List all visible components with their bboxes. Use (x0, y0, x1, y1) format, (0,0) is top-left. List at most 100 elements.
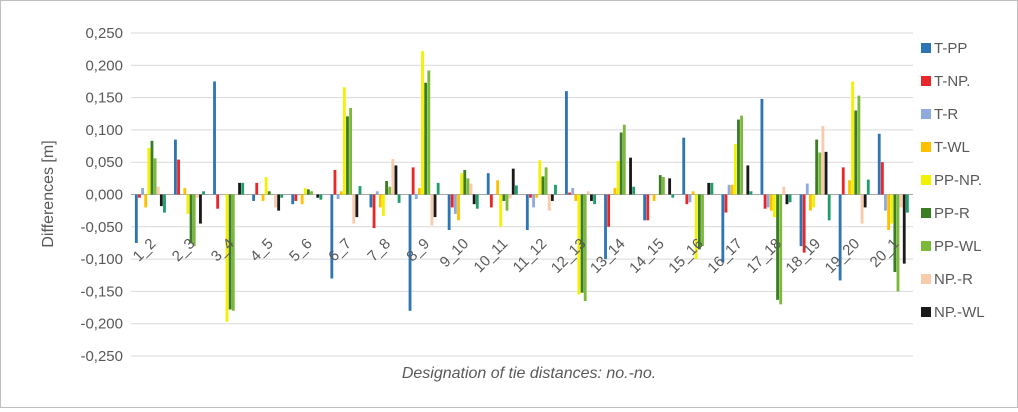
bar (547, 194, 551, 211)
bar (505, 194, 509, 211)
bar (141, 188, 144, 195)
legend-swatch (921, 43, 931, 53)
bar (294, 194, 298, 201)
legend-swatch (921, 76, 931, 86)
x-tick-label: 9_10 (437, 235, 473, 271)
bar (571, 188, 575, 195)
bar (300, 194, 304, 205)
bar (776, 194, 779, 300)
y-axis-label: Differences [m] (40, 140, 57, 247)
bar (378, 194, 382, 208)
bar (851, 81, 855, 195)
bar (779, 194, 783, 305)
bar (447, 194, 451, 231)
x-tick-label: 14_15 (626, 235, 668, 277)
bar (769, 194, 773, 211)
bar (671, 194, 675, 198)
bar (486, 173, 490, 195)
bar (192, 194, 196, 247)
bar (766, 194, 770, 208)
bar (316, 194, 320, 198)
x-tick-label: 11_12 (510, 235, 551, 276)
y-tick-label: -0,100 (80, 251, 123, 268)
y-tick-labels: 0,250 0,200 0,150 0,100 0,050 0,000 -0,050 -0,1… (80, 25, 123, 365)
bar (857, 95, 861, 195)
bar (231, 194, 235, 311)
bar (691, 191, 695, 195)
bar (319, 194, 323, 200)
bar (457, 194, 460, 221)
bar (186, 194, 190, 214)
bar (652, 194, 656, 201)
bar (586, 191, 590, 195)
legend-swatch (921, 241, 931, 251)
bar (694, 194, 698, 260)
bar (844, 194, 848, 195)
bar (607, 194, 611, 227)
bar (489, 194, 493, 208)
bar (147, 147, 151, 195)
bar (574, 194, 578, 201)
y-tick-label: 0,100 (85, 122, 123, 139)
bar (812, 194, 815, 208)
bar (893, 194, 897, 273)
bar (727, 184, 731, 195)
bar (788, 194, 792, 203)
bar (153, 158, 157, 195)
bar (156, 186, 160, 195)
bar (622, 124, 626, 195)
bar (854, 110, 858, 195)
bar (760, 98, 764, 195)
bar (270, 194, 274, 195)
bar (815, 139, 819, 195)
bar (417, 188, 421, 195)
bar (525, 194, 529, 231)
bar (724, 194, 728, 213)
bar (427, 70, 431, 195)
bar (303, 188, 307, 195)
bar (134, 194, 138, 243)
bar (258, 194, 262, 195)
legend-label: NP.-WL (934, 304, 985, 321)
bar (685, 194, 689, 205)
bar (261, 194, 265, 201)
bar (632, 186, 636, 195)
bar (538, 160, 542, 195)
bar (646, 194, 650, 221)
bar (863, 194, 867, 208)
legend-swatch (921, 142, 931, 152)
bar (472, 194, 476, 205)
bar (568, 192, 571, 195)
bar (241, 182, 245, 195)
bar (274, 194, 277, 208)
bar (710, 182, 714, 195)
bar (583, 194, 587, 302)
x-tick-label: 16_17 (704, 235, 746, 277)
bar (688, 194, 692, 203)
bar (782, 186, 786, 195)
legend-swatch (921, 208, 931, 218)
bar (297, 194, 301, 195)
x-axis-label: Designation of tie distances: no.-no. (402, 365, 656, 382)
legend-swatch (921, 109, 931, 119)
x-tick-label: 1_2 (130, 235, 160, 265)
bar (291, 194, 295, 205)
x-tick-label: 6_7 (325, 235, 355, 265)
bar (177, 159, 180, 195)
bar (469, 183, 473, 195)
bar (707, 182, 711, 195)
bar (264, 177, 268, 195)
y-tick-label: 0,200 (85, 57, 123, 74)
bar (665, 194, 668, 195)
y-tick-label: 0,250 (85, 25, 123, 42)
bar (195, 194, 199, 198)
bar (821, 126, 825, 195)
bar-series (134, 51, 909, 322)
bar (838, 194, 842, 281)
bar (655, 194, 659, 195)
bar (397, 194, 401, 203)
bar (174, 139, 177, 195)
bar (532, 194, 535, 208)
bar (313, 194, 317, 195)
